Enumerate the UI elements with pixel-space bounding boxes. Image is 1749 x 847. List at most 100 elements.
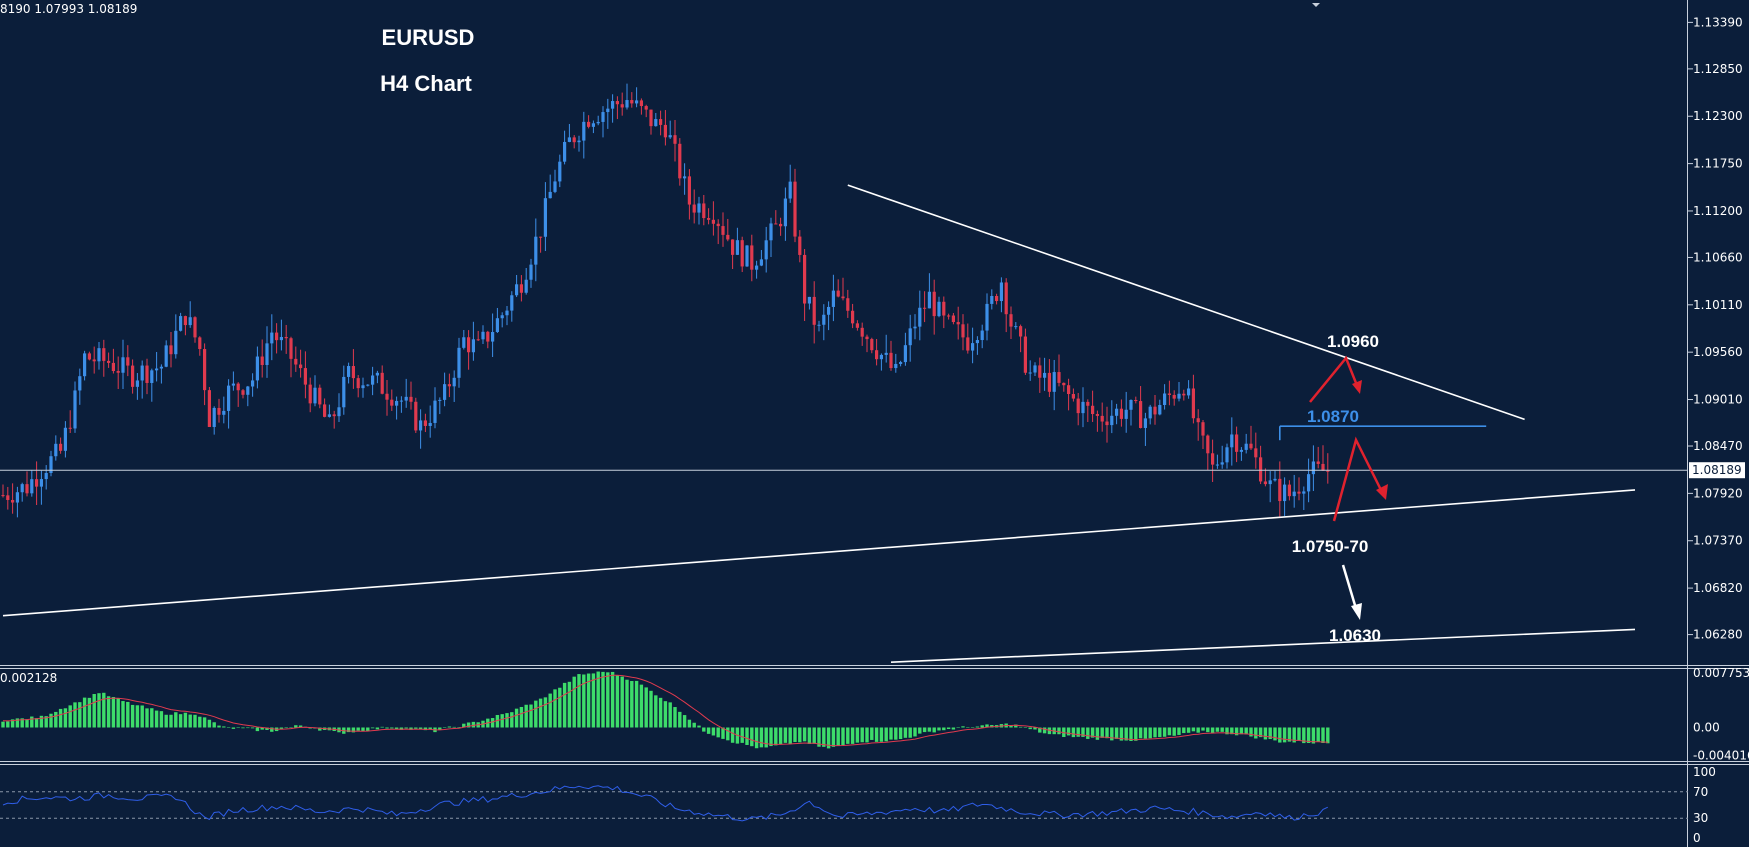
candle [49, 450, 53, 477]
candle [471, 321, 475, 361]
candle [126, 345, 130, 377]
macd-bar [970, 727, 975, 728]
chevron-down-icon[interactable] [1312, 3, 1320, 7]
candle-body [1259, 457, 1263, 482]
candle [582, 111, 586, 159]
candle [452, 370, 456, 402]
macd-bar [601, 671, 605, 728]
candle-body [923, 307, 927, 309]
candle-body [668, 135, 672, 138]
candle [596, 115, 600, 126]
candle [524, 268, 528, 295]
macd-bar [562, 682, 567, 728]
macd-bar [1023, 727, 1028, 728]
candle [404, 378, 408, 408]
down-arrow-icon [1341, 564, 1359, 613]
candle [390, 389, 394, 411]
candle [851, 303, 855, 329]
price-tick-label: 1.07920 [1693, 486, 1743, 500]
candle-body [1201, 422, 1205, 436]
candle [793, 168, 797, 243]
candle-body [1292, 491, 1296, 497]
candle-body [903, 345, 907, 363]
target-label: 1.0630 [1329, 626, 1381, 645]
candle-body [500, 315, 504, 319]
candle-body [894, 363, 898, 369]
macd-bar [850, 727, 855, 744]
macd-bar [1287, 727, 1292, 742]
candle [1196, 409, 1200, 441]
candle-body [438, 399, 442, 401]
candle [903, 332, 907, 366]
candle [1302, 486, 1306, 511]
macd-tick-label: 0.007753 [1693, 666, 1749, 680]
candle [1259, 445, 1263, 485]
candle [951, 312, 955, 325]
candle-body [918, 307, 922, 327]
macd-bar [711, 727, 716, 736]
candle-body [817, 324, 821, 326]
candle-body [375, 372, 379, 376]
macd-axis: 0.007753 0.00 -0.004016 [1693, 666, 1749, 763]
candle-body [510, 295, 514, 311]
macd-bar [1143, 727, 1148, 739]
candle [932, 279, 936, 335]
candle [1129, 399, 1133, 426]
price-tick-label: 1.12850 [1693, 62, 1743, 76]
macd-bar [361, 727, 365, 732]
macd-bar [764, 727, 768, 748]
candle [726, 218, 730, 242]
candle [486, 330, 490, 349]
candle-body [803, 254, 807, 304]
macd-bar [754, 727, 759, 749]
macd-bar [889, 727, 893, 740]
macd-signal-line [2, 674, 1328, 747]
macd-bar [15, 718, 20, 728]
candle [1119, 399, 1123, 427]
chart-subtitle: H4 Chart [380, 71, 472, 96]
candle [1, 484, 5, 498]
trendlines[interactable] [2, 184, 1636, 663]
macd-bar [1210, 727, 1215, 733]
candle-body [1211, 453, 1215, 465]
candle-body [572, 137, 576, 143]
candle [212, 406, 216, 435]
trendline-rising-support[interactable] [2, 489, 1636, 617]
macd-bar [250, 727, 255, 729]
candle [462, 329, 466, 350]
macd-bar [198, 716, 202, 728]
candle [73, 381, 77, 433]
macd-bar [625, 679, 629, 728]
candle-body [1172, 394, 1176, 399]
candle [236, 382, 240, 407]
candle-body [467, 337, 471, 353]
candle [553, 169, 557, 194]
candle [116, 356, 120, 389]
candle-body [30, 479, 34, 494]
candle [35, 461, 39, 506]
rsi-tick-label: 70 [1693, 785, 1708, 799]
candle-body [222, 410, 226, 415]
candle-body [966, 337, 970, 351]
macd-bar [519, 706, 524, 728]
candle [1081, 387, 1085, 428]
candle-body [83, 353, 87, 377]
macd-bar [1071, 727, 1076, 738]
macd-bar [442, 727, 447, 728]
macd-bar [1258, 727, 1263, 738]
trendline-lower-support[interactable] [890, 628, 1636, 663]
macd-bar [193, 714, 197, 728]
candle [457, 337, 461, 388]
macd-bar [246, 727, 250, 729]
macd-bar [961, 726, 965, 728]
candle-body [1182, 393, 1186, 396]
candle [107, 352, 111, 368]
candle [1019, 324, 1023, 353]
candle-body [1235, 434, 1239, 452]
candle-body [145, 365, 149, 383]
trendline-descending-resistance[interactable] [847, 184, 1525, 421]
candle-body [591, 123, 595, 127]
candle-body [49, 456, 53, 473]
candle [121, 339, 125, 390]
candle [1268, 471, 1272, 503]
